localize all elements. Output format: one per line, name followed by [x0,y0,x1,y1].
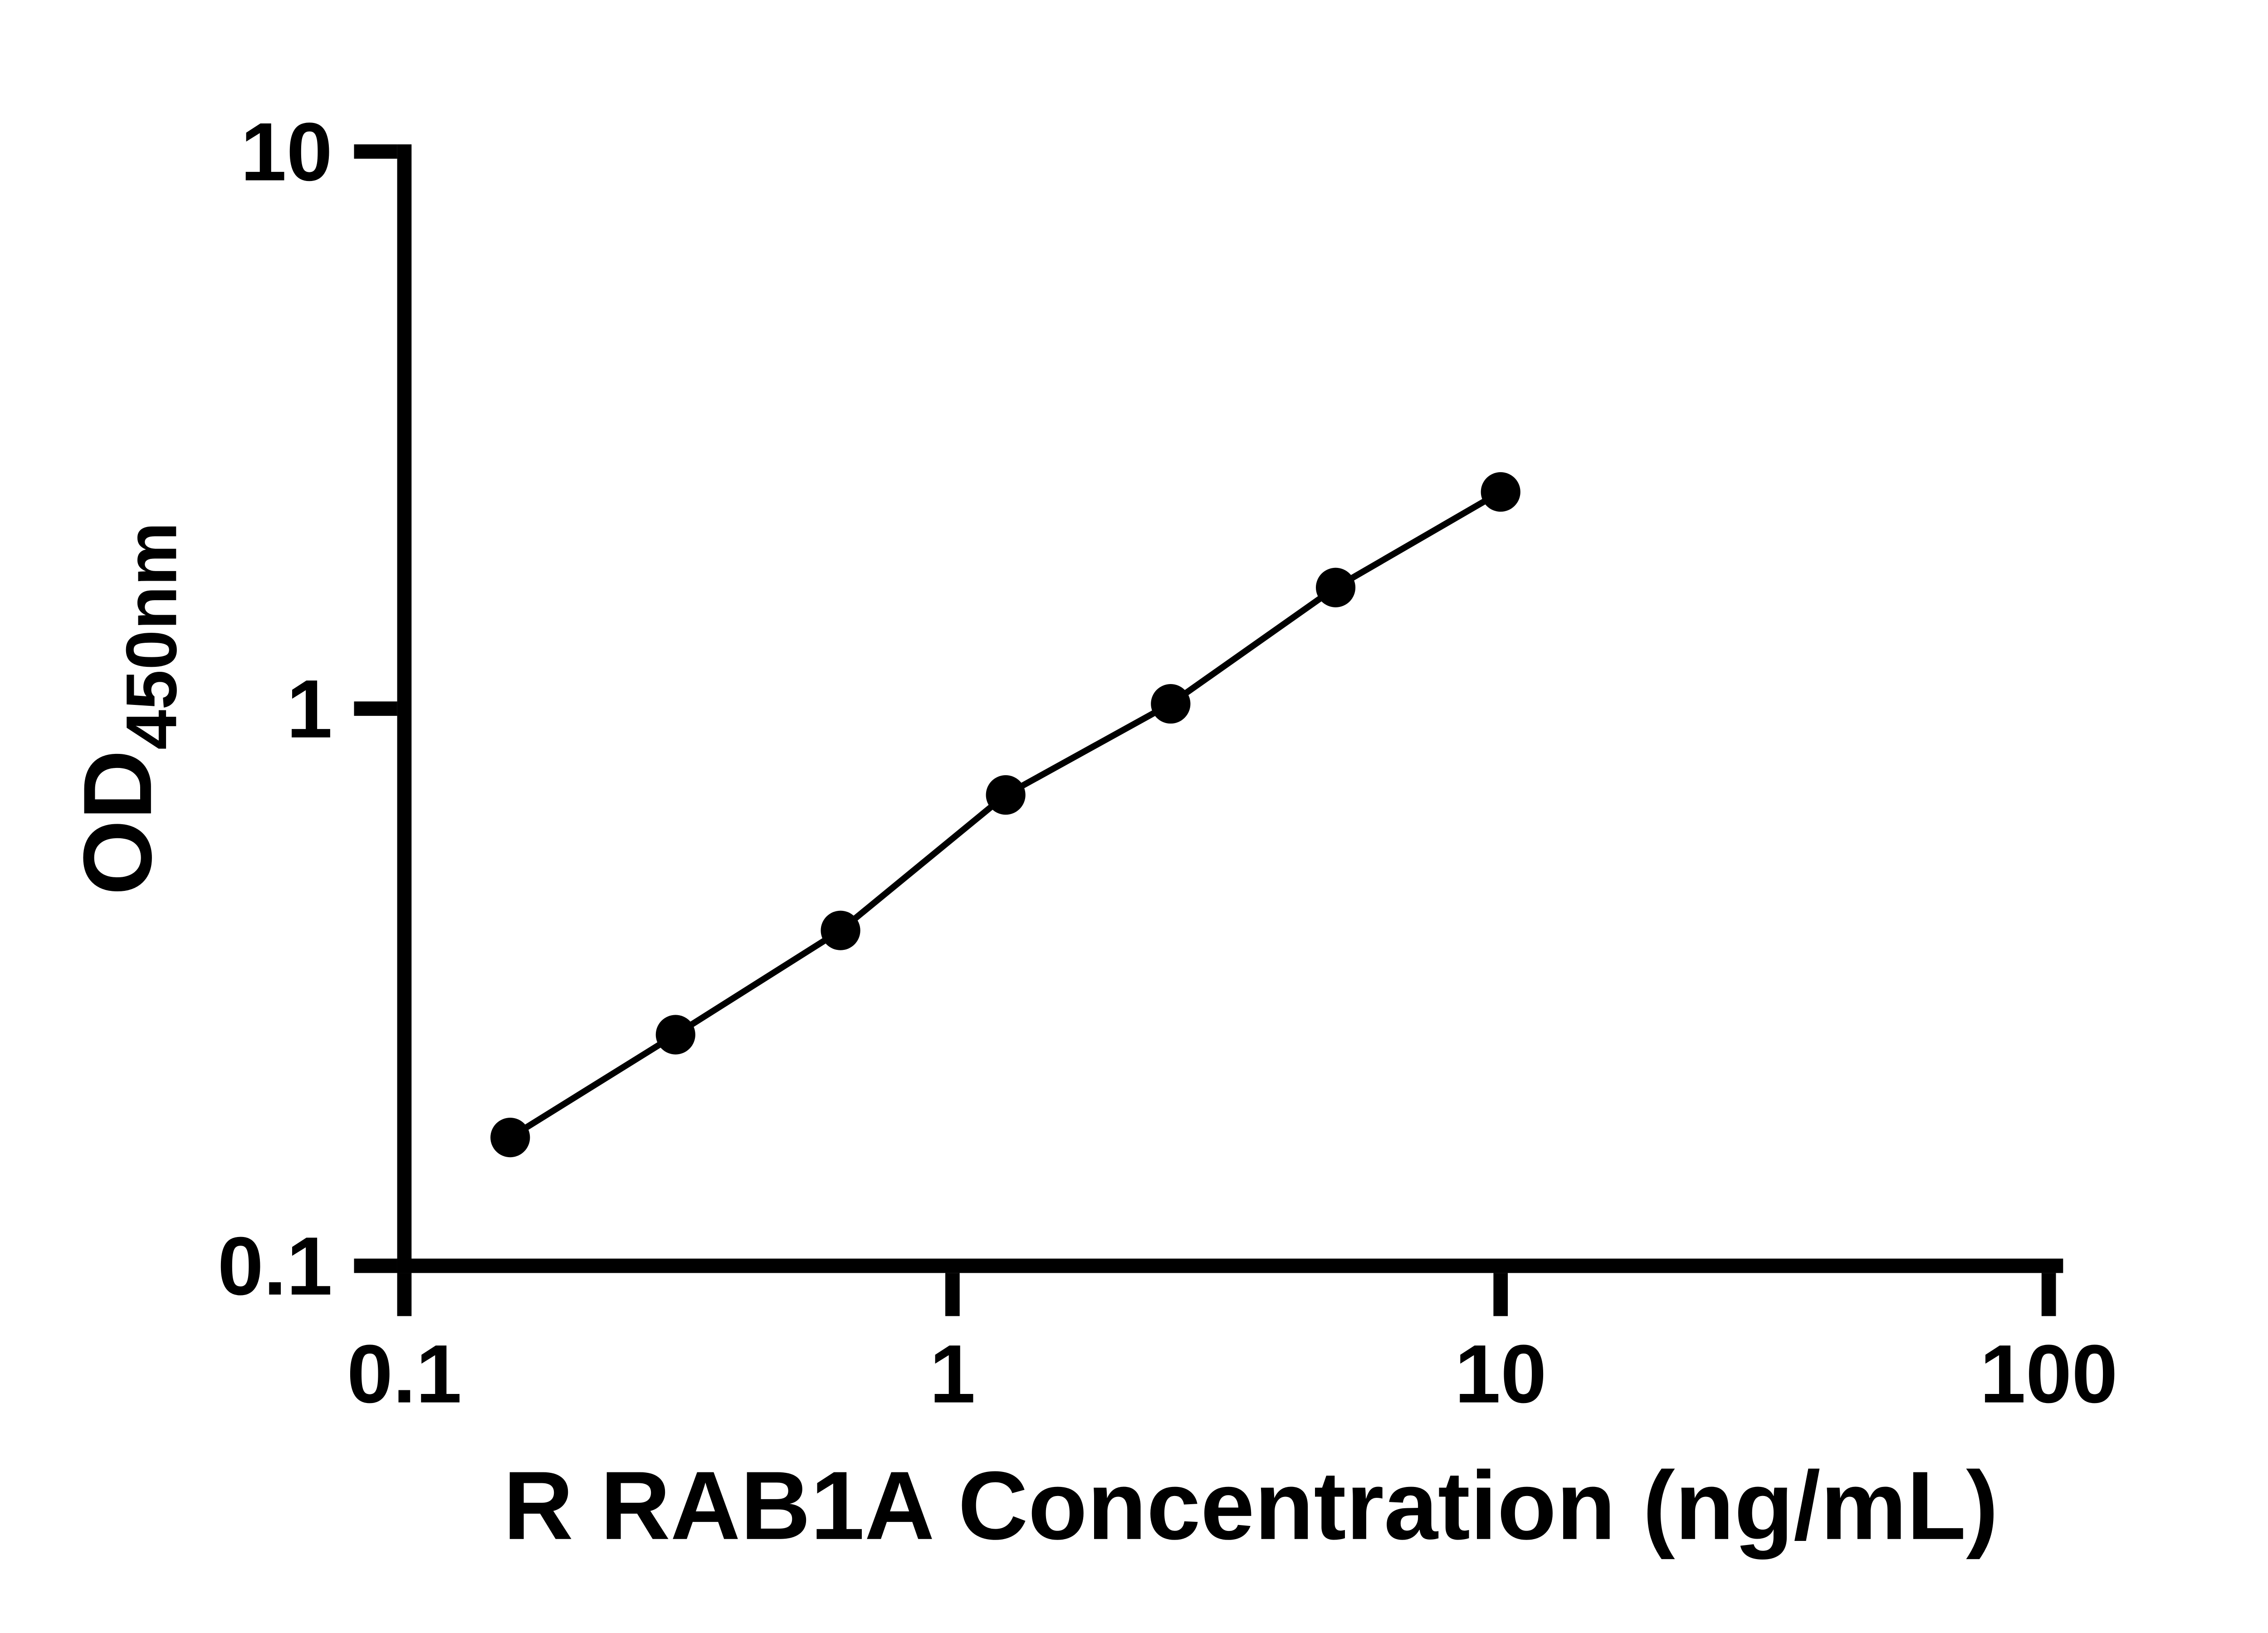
data-point [1481,472,1520,512]
x-axis-title: R RAB1A Concentration (ng/mL) [503,1452,1998,1560]
data-point [655,1015,695,1055]
x-axis: 0.1 1 10 100 [347,1258,2118,1420]
data-point [986,775,1026,815]
y-axis-title: OD450nm [64,522,191,895]
data-point [490,1118,530,1158]
x-tick-label: 0.1 [347,1328,462,1420]
x-tick-label: 10 [1455,1328,1547,1420]
y-tick-label: 10 [240,105,332,198]
x-tick-label: 1 [929,1328,975,1420]
y-tick-label: 1 [287,663,332,755]
series-group [490,472,1520,1158]
y-tick-label: 0.1 [218,1220,332,1312]
data-point [1315,567,1356,607]
x-tick-label: 100 [1980,1328,2118,1420]
data-point [1151,684,1191,724]
data-point [821,910,860,950]
y-axis: 0.1 1 10 [218,105,412,1312]
y-axis-title-sub: 450nm [111,522,191,750]
y-axis-title-main: OD [64,750,172,895]
